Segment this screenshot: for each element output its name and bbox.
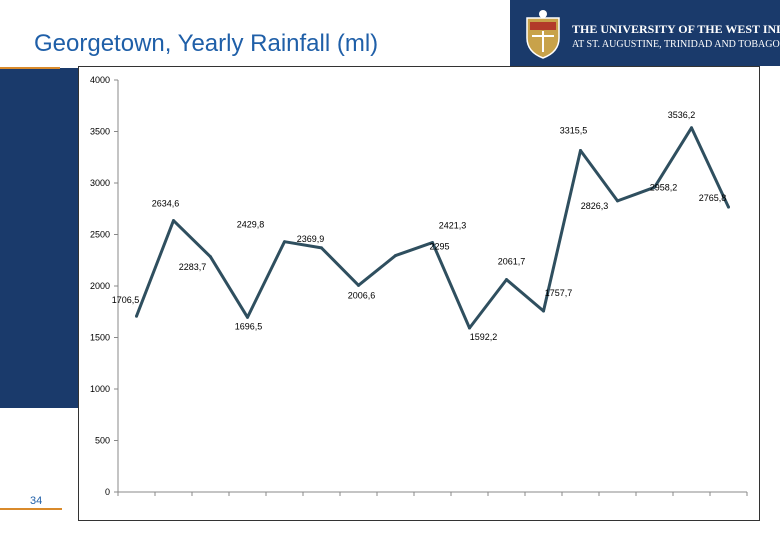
data-label: 2634,6 (152, 199, 180, 209)
title-underline (0, 67, 60, 69)
y-tick-label: 500 (95, 436, 110, 446)
data-point (468, 326, 471, 330)
data-point (172, 219, 175, 223)
page-title: Georgetown, Yearly Rainfall (ml) (34, 30, 379, 57)
y-tick-label: 3000 (90, 178, 110, 188)
data-point (653, 185, 656, 189)
data-label: 2295 (429, 242, 449, 252)
y-tick-label: 1500 (90, 333, 110, 343)
data-label: 3536,2 (668, 110, 696, 120)
data-point (357, 283, 360, 287)
rainfall-line-chart: 0 500 1000 1500 2000 2500 3000 3500 4000 1706,5 2… (90, 75, 748, 497)
data-point (690, 126, 693, 130)
data-point (505, 278, 508, 282)
rainfall-series (135, 126, 730, 330)
x-axis (117, 491, 748, 496)
page-number-underline (0, 508, 62, 510)
y-tick-label: 3500 (90, 127, 110, 137)
university-name-line1: THE UNIVERSITY OF THE WEST INDIES (572, 22, 780, 36)
y-tick-label: 1000 (90, 384, 110, 394)
data-label: 2765,8 (699, 193, 727, 203)
data-point (135, 314, 138, 318)
left-navy-band (0, 68, 78, 408)
data-point (320, 246, 323, 250)
y-tick-label: 4000 (90, 75, 110, 85)
data-point (246, 315, 249, 319)
university-logo: THE UNIVERSITY OF THE WEST INDIES AT ST.… (510, 0, 780, 66)
chart-area: 0 500 1000 1500 2000 2500 3000 3500 4000 1706,5 2… (78, 66, 760, 521)
data-point (431, 241, 434, 245)
series-line (135, 126, 730, 330)
data-label: 2283,7 (179, 262, 207, 272)
data-point (579, 149, 582, 153)
y-axis: 0 500 1000 1500 2000 2500 3000 3500 4000 (90, 75, 119, 497)
data-point (394, 254, 397, 258)
data-point (542, 309, 545, 313)
data-label: 1592,2 (470, 332, 498, 342)
data-point (727, 205, 730, 209)
data-point (209, 255, 212, 259)
data-label: 2429,8 (237, 220, 265, 230)
data-label: 1706,5 (112, 295, 140, 305)
data-label: 2369,9 (297, 234, 325, 244)
university-crest-icon (526, 10, 560, 59)
page-number: 34 (30, 495, 43, 507)
y-tick-label: 0 (105, 487, 110, 497)
data-label: 2421,3 (439, 221, 467, 231)
data-label: 2958,2 (650, 182, 678, 192)
data-label: 2006,6 (348, 290, 376, 300)
y-tick-label: 2000 (90, 281, 110, 291)
data-labels: 1706,5 2634,6 2283,7 1696,5 2429,8 2369,9 2006… (112, 110, 727, 342)
data-label: 3315,5 (560, 126, 588, 136)
data-point (616, 199, 619, 203)
data-label: 1757,7 (545, 288, 573, 298)
data-label: 2061,7 (498, 257, 526, 267)
data-label: 1696,5 (235, 321, 263, 331)
left-bottom-panel (0, 408, 78, 540)
y-tick-label: 2500 (90, 230, 110, 240)
university-name-line2: AT ST. AUGUSTINE, TRINIDAD AND TOBAGO (572, 39, 780, 50)
data-point (283, 240, 286, 244)
data-label: 2826,3 (581, 201, 609, 211)
